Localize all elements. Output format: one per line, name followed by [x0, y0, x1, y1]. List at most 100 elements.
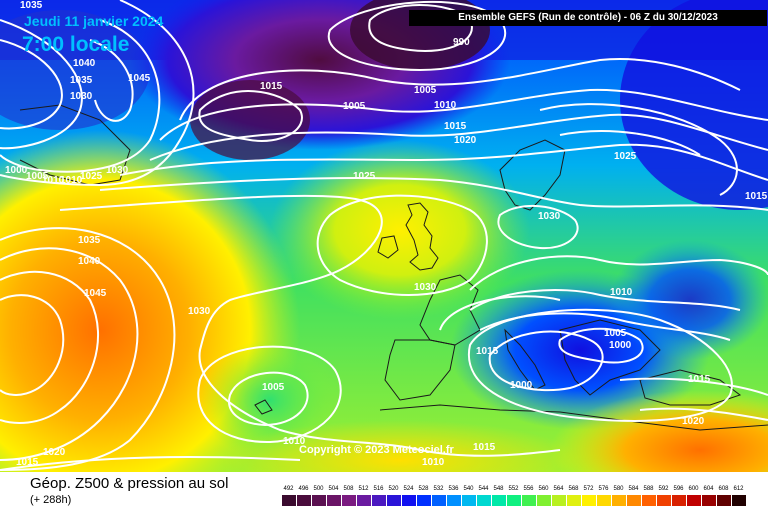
scale-swatch	[282, 495, 296, 506]
isobar-line	[149, 113, 768, 161]
scale-label: 536	[448, 486, 459, 492]
isobar-label: 1025	[80, 171, 103, 182]
scale-label: 580	[613, 486, 624, 492]
isobar-line	[558, 327, 644, 364]
balkan-low	[610, 240, 768, 360]
scale-swatch	[657, 495, 671, 506]
scale-swatch	[492, 495, 506, 506]
scale-label: 604	[703, 486, 714, 492]
isobar-line	[0, 227, 176, 471]
isobar-line	[0, 0, 195, 187]
scandinavia-coast	[499, 139, 566, 211]
isobar-label: 1010	[283, 436, 306, 447]
scale-swatch	[702, 495, 716, 506]
scale-label: 540	[463, 486, 474, 492]
scale-swatch	[687, 495, 701, 506]
scale-swatch	[432, 495, 446, 506]
scale-label: 520	[388, 486, 399, 492]
azores-coast	[254, 399, 273, 415]
scale-swatch	[357, 495, 371, 506]
scale-swatch	[477, 495, 491, 506]
scale-label: 496	[298, 486, 309, 492]
isobar-line	[559, 130, 701, 156]
great-britain-coast	[405, 202, 439, 271]
italy-coast	[504, 328, 546, 391]
scale-label: 612	[733, 486, 744, 492]
isobar-line	[439, 295, 561, 331]
isobar-label: 990	[453, 37, 470, 48]
isobar-label: 1010	[422, 457, 445, 468]
isobar-line	[0, 19, 161, 173]
isobar-label: 1030	[106, 165, 129, 176]
scale-swatch	[417, 495, 431, 506]
isobar-label: 1005	[604, 328, 627, 339]
isobar-label: 1015	[260, 81, 283, 92]
isobar-line	[368, 4, 473, 52]
scale-swatch	[312, 495, 326, 506]
geopotential-map: 1035 1040 1035 1045 1030 1015 990 1005 1…	[0, 0, 768, 472]
scale-label: 584	[628, 486, 639, 492]
isobar-label: 1030	[188, 306, 211, 317]
isobar-label: 1035	[70, 75, 93, 86]
france-coast	[419, 274, 481, 346]
scale-label: 508	[343, 486, 354, 492]
isobar-label: 1005	[262, 382, 285, 393]
isobar-label-layer: 1035 1040 1035 1045 1030 1015 990 1005 1…	[5, 0, 768, 468]
isobar-line	[0, 456, 301, 471]
scale-label: 564	[553, 486, 564, 492]
scale-label: 560	[538, 486, 549, 492]
isobar-label: 1025	[614, 151, 637, 162]
map-canvas: 1035 1040 1035 1045 1030 1015 990 1005 1…	[0, 0, 768, 472]
isobar-label: 1020	[682, 416, 705, 427]
color-scale-legend: 492 496 500 504 508 512 516 520 524 528 532 536 540 5…	[282, 486, 752, 506]
uk-ridge	[270, 140, 530, 320]
isobar-line	[316, 194, 488, 296]
isobar-label: 1030	[70, 91, 93, 102]
isobar-line	[0, 270, 99, 424]
scale-swatch	[597, 495, 611, 506]
scale-label: 600	[688, 486, 699, 492]
isobar-line	[89, 39, 134, 122]
isobar-label: 1000	[510, 380, 533, 391]
scale-swatch	[522, 495, 536, 506]
scale-swatch	[402, 495, 416, 506]
ireland-coast	[377, 235, 399, 259]
isobar-label: 1010	[42, 175, 65, 186]
scale-label: 576	[598, 486, 609, 492]
scale-label: 572	[583, 486, 594, 492]
scale-swatch	[732, 495, 746, 506]
isobar-line	[327, 0, 507, 72]
isobar-label: 1010	[610, 287, 633, 298]
scale-label: 544	[478, 486, 489, 492]
isobars	[0, 0, 768, 471]
isobar-label: 1010	[434, 100, 457, 111]
greenland-trough	[0, 10, 150, 130]
isobar-label: 1035	[20, 0, 43, 11]
isobar-label: 1025	[353, 171, 376, 182]
isobar-label: 1015	[444, 121, 467, 132]
forecast-local-time: 7:00 locale	[22, 33, 130, 56]
scale-label: 504	[328, 486, 339, 492]
scale-label: 596	[673, 486, 684, 492]
isobar-line	[99, 177, 768, 211]
isobar-line	[619, 377, 768, 396]
scale-label: 552	[508, 486, 519, 492]
scale-swatch	[342, 495, 356, 506]
isobar-label: 1015	[688, 374, 711, 385]
isobar-label: 1000	[5, 165, 28, 176]
scale-swatch	[567, 495, 581, 506]
isobar-label: 1035	[78, 235, 101, 246]
scale-label: 588	[643, 486, 654, 492]
scale-swatch	[537, 495, 551, 506]
scale-swatch	[462, 495, 476, 506]
isobar-line	[639, 407, 768, 421]
scale-label: 608	[718, 486, 729, 492]
isobar-line	[159, 88, 768, 141]
isobar-label: 1015	[16, 457, 39, 468]
north-africa-coast	[379, 404, 768, 431]
scale-swatch	[642, 495, 656, 506]
parameter-title: Géop. Z500 & pression au sol	[30, 475, 229, 492]
copyright-notice: Copyright © 2023 Meteociel.fr	[299, 444, 454, 456]
isobar-line	[497, 204, 579, 250]
